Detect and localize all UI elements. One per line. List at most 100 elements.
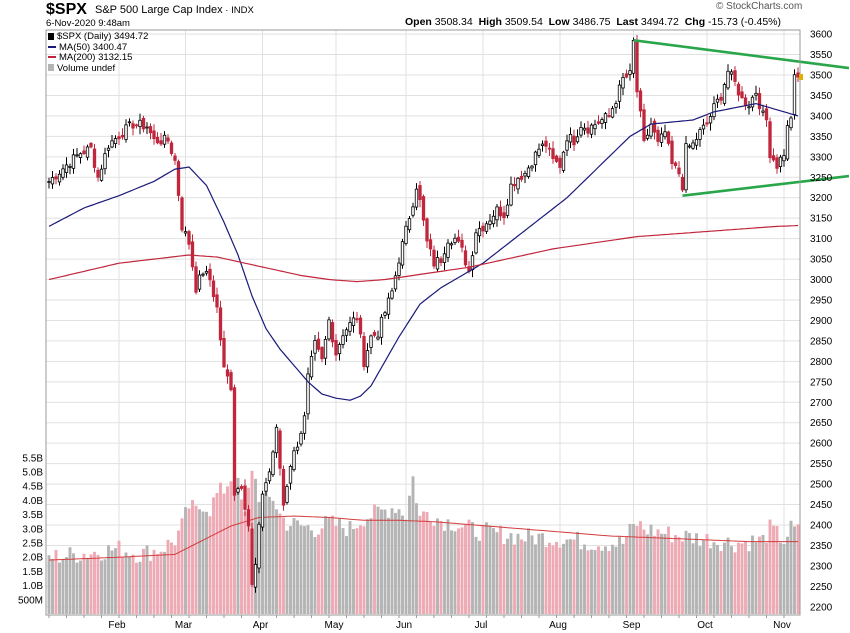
trendline-lower [682,174,850,197]
legend-volume: Volume undef [48,62,148,75]
volume-bar [506,538,509,614]
volume-bar [142,548,145,614]
volume-bar [551,545,555,614]
candle-body [631,39,636,74]
volume-bar [772,525,775,614]
volume-bar [51,558,54,614]
candle-body [82,150,86,155]
candle-body [712,103,716,118]
candle-body [187,231,191,245]
candle-body [54,176,58,180]
volume-bar [135,562,138,614]
candle-body [684,143,688,191]
candle-body [705,122,709,125]
candle-body [348,322,352,332]
volume-bar [597,546,600,614]
candle-body [474,232,478,254]
volume-bar [555,541,558,614]
volume-bar [730,546,733,614]
candle-body [155,136,160,144]
candle-body [477,228,482,237]
candle-body [386,297,391,315]
candle-body [152,130,156,140]
candle-body [64,164,69,173]
low-label: Low [548,16,570,28]
candle-body [782,155,786,162]
candle-body [652,120,657,133]
volume-bar [488,525,492,614]
price-tick-label: 2750 [810,377,833,388]
price-tick-label: 2600 [810,439,833,450]
candles [47,35,800,593]
volume-bar [352,529,355,614]
volume-bar [509,533,513,614]
volume-bar [96,554,100,614]
volume-bar [366,519,369,614]
candle-body [551,148,555,160]
candle-body [229,372,233,391]
candle-body [341,335,345,345]
candle-body [400,241,405,266]
volume-bar [292,518,296,614]
candle-body [488,220,492,225]
volume-bar [331,515,334,614]
volume-bar [61,558,65,614]
month-tick-label: Jun [396,620,412,631]
volume-bar [79,560,82,614]
candle-body [442,253,447,263]
volume-bar [380,509,383,614]
volume-bar [208,516,212,614]
candle-body [533,151,538,166]
volume-tick-label: 3.5B [22,510,43,521]
volume-bar [614,546,618,614]
candle-body [390,290,394,299]
volume-bar [460,527,464,614]
price-tick-label: 3250 [810,173,833,184]
price-tick-label: 3400 [810,111,833,122]
candle-body [691,142,695,149]
volume-bar [320,528,324,614]
volume-bar [744,540,747,614]
volume-bar [702,539,705,614]
volume-bar [520,539,523,614]
legend-volume-text: Volume undef [57,62,116,74]
candle-body [274,426,279,454]
exchange-text: · INDX [222,5,254,16]
candle-body [92,148,97,168]
volume-bar [516,533,520,614]
volume-bar [670,542,674,614]
volume-bar [422,511,425,614]
volume-bar [278,513,282,614]
legend-ma50-text: MA(50) 3400.47 [59,41,128,53]
candle-body [379,316,384,338]
candle-body [740,91,744,99]
candle-body [197,274,202,290]
volume-bar [138,561,142,614]
price-tick-label: 2200 [810,602,833,613]
volume-bar [236,477,240,614]
candle-body [145,126,149,129]
volume-bar [758,536,761,614]
candle-body [470,255,475,271]
volume-bar [534,544,537,614]
candle-body [519,175,524,180]
candle-body [446,242,450,258]
candle-body [376,336,380,340]
volume-bar [761,534,765,614]
price-tick-label: 3000 [810,275,833,286]
legend-price-text: $SPX (Daily) 3494.72 [57,31,149,42]
volume-bar [205,511,208,614]
candle-body [99,168,104,181]
candle-body [334,339,338,356]
price-tick-label: 3200 [810,193,833,204]
volume-bar [604,546,607,614]
volume-bar [303,526,306,614]
price-tick-label: 2500 [810,480,833,491]
brand-watermark: © StockCharts.com [716,1,803,12]
candle-body [677,167,681,175]
volume-bar [548,542,551,614]
candle-body [264,482,268,492]
candle-body [603,113,608,123]
volume-bar [107,545,110,614]
price-tick-label: 2950 [810,296,833,307]
